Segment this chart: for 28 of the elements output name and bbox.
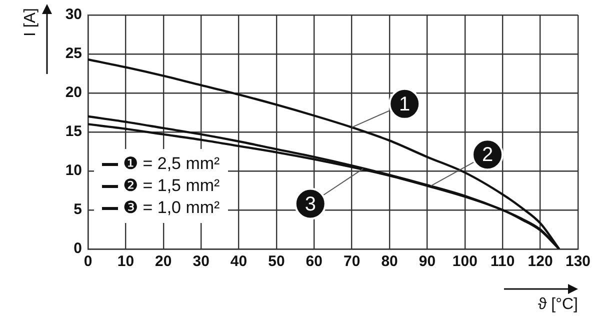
x-tick-label: 60 bbox=[306, 253, 322, 270]
x-axis-title: ϑ [°C] bbox=[538, 296, 578, 314]
x-tick-label: 100 bbox=[452, 253, 478, 270]
y-tick-label: 25 bbox=[65, 45, 82, 62]
x-tick-label: 70 bbox=[344, 253, 360, 270]
y-tick-label: 10 bbox=[65, 162, 82, 180]
y-tick-label: 20 bbox=[65, 84, 82, 102]
legend-label: ❷ = 1,5 mm² bbox=[123, 175, 220, 197]
x-tick-label: 90 bbox=[418, 253, 436, 270]
y-tick-label: 0 bbox=[74, 240, 82, 258]
x-tick-label: 20 bbox=[155, 253, 172, 270]
y-axis-title: I [A] bbox=[22, 8, 40, 36]
x-tick-label: 80 bbox=[381, 253, 398, 270]
annotation: 3 bbox=[304, 193, 316, 216]
x-tick-label: 30 bbox=[192, 253, 210, 270]
y-tick-label: 15 bbox=[65, 123, 82, 140]
x-tick-label: 130 bbox=[565, 253, 591, 270]
legend-label: ❶ = 2,5 mm² bbox=[123, 153, 220, 175]
x-tick-label: 110 bbox=[490, 253, 515, 270]
x-tick-label: 40 bbox=[230, 253, 248, 270]
x-tick-label: 10 bbox=[117, 253, 134, 270]
x-tick-label: 50 bbox=[268, 253, 285, 270]
legend-label: ❸ = 1,0 mm² bbox=[123, 197, 220, 219]
annotation: 2 bbox=[482, 144, 494, 166]
y-tick-label: 30 bbox=[65, 6, 82, 24]
x-tick-label: 120 bbox=[528, 253, 553, 270]
annotation: 1 bbox=[399, 93, 410, 116]
y-tick-label: 5 bbox=[74, 201, 82, 218]
